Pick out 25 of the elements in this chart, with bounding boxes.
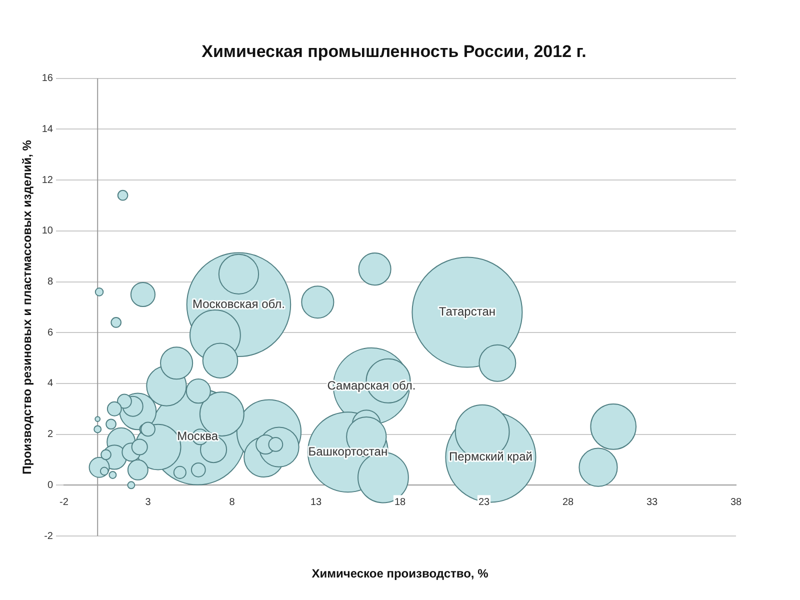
y-tick-label: -2 bbox=[44, 530, 54, 542]
x-tick-label: 18 bbox=[394, 496, 406, 508]
x-tick-label: 38 bbox=[730, 496, 742, 508]
y-tick-label: 4 bbox=[47, 378, 54, 390]
x-tick-label: -2 bbox=[60, 496, 69, 508]
x-tick-label: 28 bbox=[562, 496, 574, 508]
y-tick-label: 12 bbox=[42, 174, 54, 186]
y-tick-label: 10 bbox=[42, 226, 54, 237]
x-tick-label: 33 bbox=[646, 496, 658, 508]
y-tick-label: 6 bbox=[47, 327, 54, 338]
annotation: Татарстан bbox=[438, 304, 496, 319]
y-tick-label: 2 bbox=[47, 429, 54, 440]
chart-title: Химическая промышленность России, 2012 г. bbox=[202, 42, 586, 61]
y-tick-label: 14 bbox=[42, 124, 54, 135]
x-axis-title: Химическое производство, % bbox=[312, 566, 489, 581]
y-axis-title: Производство резиновых и пластмассовых изделий, % bbox=[20, 140, 34, 474]
x-tick-label: 3 bbox=[145, 496, 152, 508]
annotation: Московская обл. bbox=[192, 296, 285, 311]
y-tick-label: 16 bbox=[42, 73, 54, 84]
annotation: Пермский край bbox=[448, 450, 532, 464]
x-tick-label: 8 bbox=[229, 496, 236, 508]
x-tick-label: 23 bbox=[478, 496, 490, 508]
y-tick-label: 0 bbox=[47, 480, 54, 491]
y-tick-label: 8 bbox=[47, 276, 54, 288]
x-tick-label: 13 bbox=[310, 496, 322, 508]
